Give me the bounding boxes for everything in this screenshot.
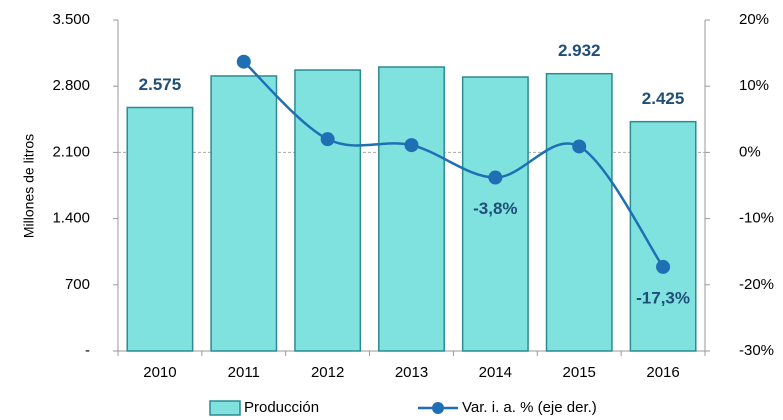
y2-tick-label: 20%: [739, 11, 769, 28]
y-tick-label: 2.800: [52, 77, 90, 94]
line: [242, 60, 665, 268]
x-tick-label: 2012: [311, 364, 344, 381]
line-marker: [404, 138, 419, 153]
x-tick-label: 2015: [563, 364, 596, 381]
bar: [294, 69, 362, 352]
y2-tick-label: -30%: [739, 342, 774, 359]
bar: [126, 106, 194, 352]
x-tick-label: 2013: [395, 364, 428, 381]
bar: [461, 76, 529, 352]
x-tick-label: 2011: [228, 364, 260, 381]
legend-label: Var. i. a. % (eje der.): [462, 399, 597, 416]
line-marker: [572, 139, 587, 154]
data-label: -17,3%: [636, 288, 690, 307]
bar: [545, 72, 613, 352]
data-label: 2.575: [139, 75, 182, 94]
data-label: -3,8%: [473, 199, 517, 218]
x-tick-label: 2016: [646, 364, 679, 381]
legend-label: Producción: [244, 399, 319, 416]
legend-marker: [432, 402, 444, 414]
legend-swatch: [209, 400, 241, 416]
y-tick-label: -: [85, 342, 90, 359]
line-marker: [320, 132, 335, 147]
bar: [629, 120, 697, 352]
data-label: 2.932: [558, 41, 601, 60]
y2-tick-label: 0%: [739, 143, 761, 160]
line-marker: [236, 54, 251, 69]
y-tick-label: 1.400: [52, 210, 90, 227]
y2-tick-label: 10%: [739, 77, 769, 94]
data-label: 2.425: [642, 89, 685, 108]
y-tick-label: 3.500: [52, 11, 90, 28]
y-tick-label: 2.100: [52, 143, 90, 160]
x-tick-label: 2010: [143, 364, 176, 381]
x-tick-label: 2014: [479, 364, 512, 381]
y2-tick-label: -20%: [739, 276, 774, 293]
line-marker: [488, 170, 503, 185]
bar: [378, 66, 445, 352]
y2-tick-label: -10%: [739, 210, 774, 227]
y-tick-label: 700: [65, 276, 90, 293]
line-marker: [656, 259, 671, 274]
y-axis-label: Millones de litros: [21, 134, 37, 238]
bar: [210, 75, 278, 352]
